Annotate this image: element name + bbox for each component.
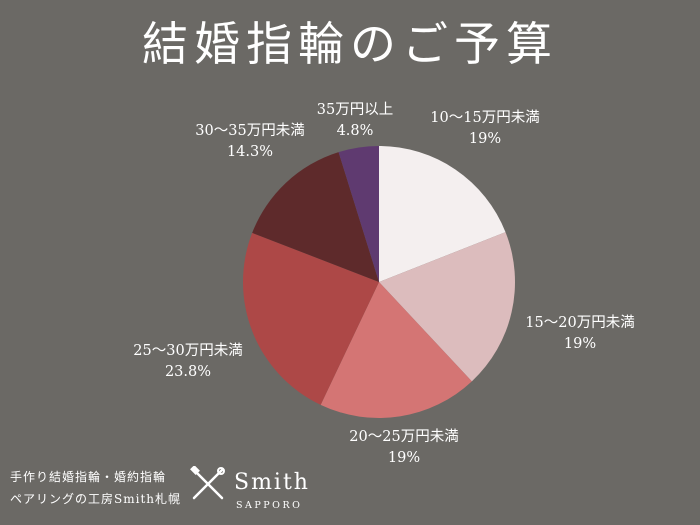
footer-text: 手作り結婚指輪・婚約指輪 ペアリングの工房Smith札幌 — [10, 466, 181, 510]
slice-label-15-20: 15〜20万円未満 19% — [505, 313, 655, 355]
slice-value-label: 19% — [468, 131, 502, 147]
pie-slice-0 — [379, 146, 506, 282]
brand-subtitle: SAPPORO — [236, 500, 303, 511]
slice-category-label: 10〜15万円未満 — [430, 110, 540, 126]
slice-category-label: 20〜25万円未満 — [349, 429, 459, 445]
slice-label-20-25: 20〜25万円未満 19% — [329, 427, 479, 469]
pie-slice-1 — [379, 232, 515, 382]
footer-line-2: ペアリングの工房Smith札幌 — [10, 492, 181, 506]
slice-value-label: 19% — [387, 450, 421, 466]
slice-label-35-plus: 35万円以上 4.8% — [285, 100, 425, 142]
pie-slice-5 — [338, 146, 379, 282]
pie-slice-4 — [252, 152, 379, 282]
slice-value-label: 4.8% — [336, 123, 374, 139]
slice-category-label: 35万円以上 — [316, 102, 394, 118]
slice-label-25-30: 25〜30万円未満 23.8% — [113, 341, 263, 383]
brand-name: Smith — [234, 470, 310, 495]
slice-label-10-15: 10〜15万円未満 19% — [410, 108, 560, 150]
pie-slice-3 — [242, 232, 379, 405]
slice-label-30-35: 30〜35万円未満 14.3% — [175, 121, 325, 163]
pie-slice-2 — [320, 282, 472, 419]
crossed-tools-icon — [190, 466, 225, 500]
slice-value-label: 14.3% — [226, 144, 274, 160]
slice-value-label: 23.8% — [164, 364, 212, 380]
slice-category-label: 30〜35万円未満 — [195, 123, 305, 139]
footer-line-1: 手作り結婚指輪・婚約指輪 — [10, 470, 167, 484]
slice-category-label: 25〜30万円未満 — [133, 343, 243, 359]
chart-title: 結婚指輪のご予算 — [142, 17, 558, 71]
slice-category-label: 15〜20万円未満 — [525, 315, 635, 331]
slice-value-label: 19% — [563, 336, 597, 352]
